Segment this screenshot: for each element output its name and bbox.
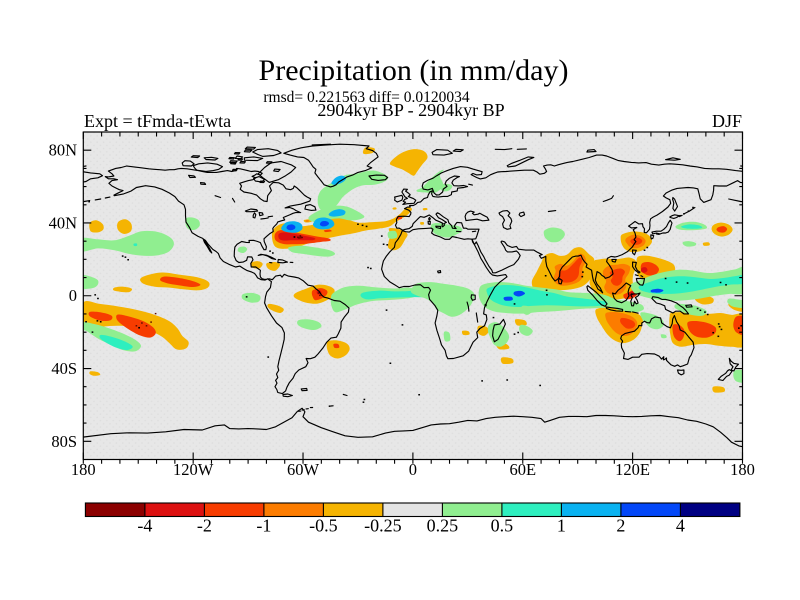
svg-text:1: 1: [557, 516, 566, 536]
svg-text:120W: 120W: [173, 460, 214, 479]
svg-text:0.5: 0.5: [491, 516, 514, 536]
svg-text:Precipitation (in mm/day): Precipitation (in mm/day): [259, 54, 569, 87]
svg-text:-2: -2: [197, 516, 212, 536]
svg-text:40S: 40S: [51, 359, 77, 378]
svg-text:-4: -4: [137, 516, 152, 536]
svg-text:4: 4: [676, 516, 685, 536]
svg-text:rmsd= 0.221563 diff= 0.0120034: rmsd= 0.221563 diff= 0.0120034: [263, 89, 469, 106]
svg-text:DJF: DJF: [712, 111, 742, 131]
svg-text:-0.25: -0.25: [364, 516, 402, 536]
svg-text:Expt = tFmda-tEwta: Expt = tFmda-tEwta: [84, 111, 231, 131]
svg-text:80N: 80N: [49, 141, 78, 160]
svg-text:-0.5: -0.5: [309, 516, 338, 536]
svg-text:180: 180: [730, 460, 755, 479]
svg-text:-1: -1: [256, 516, 271, 536]
svg-text:0: 0: [409, 460, 417, 479]
svg-text:40N: 40N: [49, 214, 78, 233]
svg-text:60W: 60W: [287, 460, 320, 479]
svg-text:2: 2: [616, 516, 625, 536]
svg-text:2904kyr BP - 2904kyr BP: 2904kyr BP - 2904kyr BP: [317, 100, 504, 120]
svg-text:0.25: 0.25: [427, 516, 459, 536]
svg-text:180: 180: [71, 460, 96, 479]
svg-text:120E: 120E: [615, 460, 650, 479]
svg-text:0: 0: [69, 286, 77, 305]
svg-text:60E: 60E: [510, 460, 537, 479]
svg-text:80S: 80S: [51, 432, 77, 451]
